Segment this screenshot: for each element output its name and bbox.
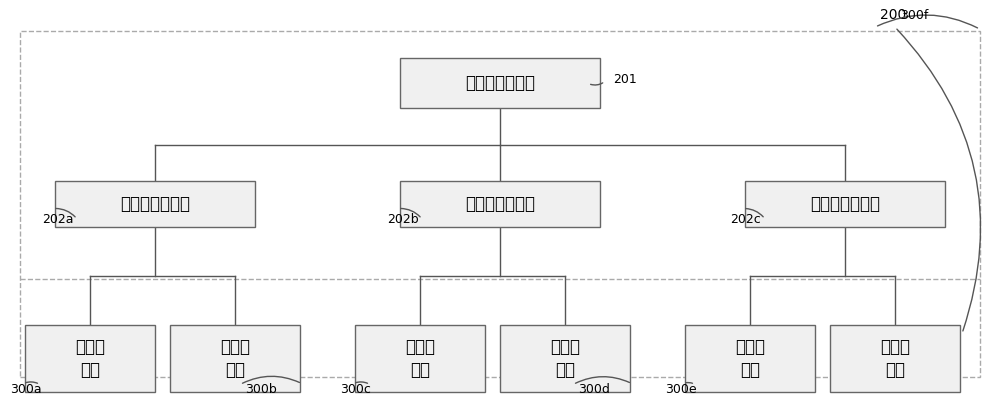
FancyBboxPatch shape	[25, 325, 155, 392]
FancyBboxPatch shape	[500, 325, 630, 392]
Text: 202b: 202b	[387, 213, 419, 226]
Text: 300a: 300a	[10, 383, 42, 396]
Text: 300d: 300d	[578, 383, 610, 396]
FancyBboxPatch shape	[745, 181, 945, 227]
Text: 300e: 300e	[665, 383, 697, 396]
Text: 第二基站服务器: 第二基站服务器	[810, 195, 880, 214]
Text: 车载客
户端: 车载客 户端	[405, 338, 435, 379]
Text: 第二基站服务器: 第二基站服务器	[120, 195, 190, 214]
Text: 车载客
户端: 车载客 户端	[550, 338, 580, 379]
Text: 第二基站服务器: 第二基站服务器	[465, 195, 535, 214]
Text: 201: 201	[613, 73, 637, 86]
FancyBboxPatch shape	[685, 325, 815, 392]
Text: 300b: 300b	[245, 383, 277, 396]
Text: 第二中心服务器: 第二中心服务器	[465, 74, 535, 93]
Text: 车载客
户端: 车载客 户端	[880, 338, 910, 379]
Text: 300f: 300f	[900, 9, 928, 22]
Text: 300c: 300c	[340, 383, 371, 396]
Text: 200: 200	[880, 8, 906, 22]
Text: 202a: 202a	[42, 213, 74, 226]
Text: 车载客
户端: 车载客 户端	[735, 338, 765, 379]
FancyBboxPatch shape	[400, 58, 600, 108]
FancyBboxPatch shape	[830, 325, 960, 392]
Text: 202c: 202c	[730, 213, 761, 226]
Text: 车载客
户端: 车载客 户端	[220, 338, 250, 379]
Text: 车载客
户端: 车载客 户端	[75, 338, 105, 379]
FancyBboxPatch shape	[55, 181, 255, 227]
FancyBboxPatch shape	[355, 325, 485, 392]
FancyBboxPatch shape	[400, 181, 600, 227]
FancyBboxPatch shape	[170, 325, 300, 392]
